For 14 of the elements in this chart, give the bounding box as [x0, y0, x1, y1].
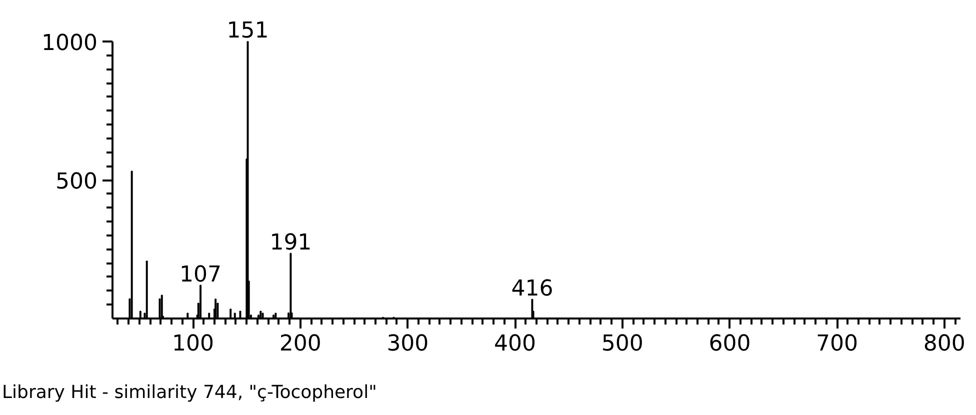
x-tick-label: 800: [923, 332, 966, 356]
x-tick-label: 400: [494, 332, 536, 356]
text: Library Hit - similarity 744, "ç-Tocopherol": [2, 381, 377, 405]
annotation: 416: [511, 276, 554, 302]
x-tick-label: 500: [601, 332, 644, 356]
annotation: 151: [226, 18, 269, 44]
x-tick-label: 100: [172, 332, 214, 356]
y-tick-label: 1000: [42, 31, 98, 56]
x-tick-label: 600: [708, 332, 751, 356]
x-tick-label: 700: [816, 332, 858, 356]
annotation: 191: [270, 230, 312, 256]
x-tick-label: 300: [386, 332, 429, 356]
x-tick-label: 200: [279, 332, 322, 356]
annotation: 107: [180, 262, 222, 288]
